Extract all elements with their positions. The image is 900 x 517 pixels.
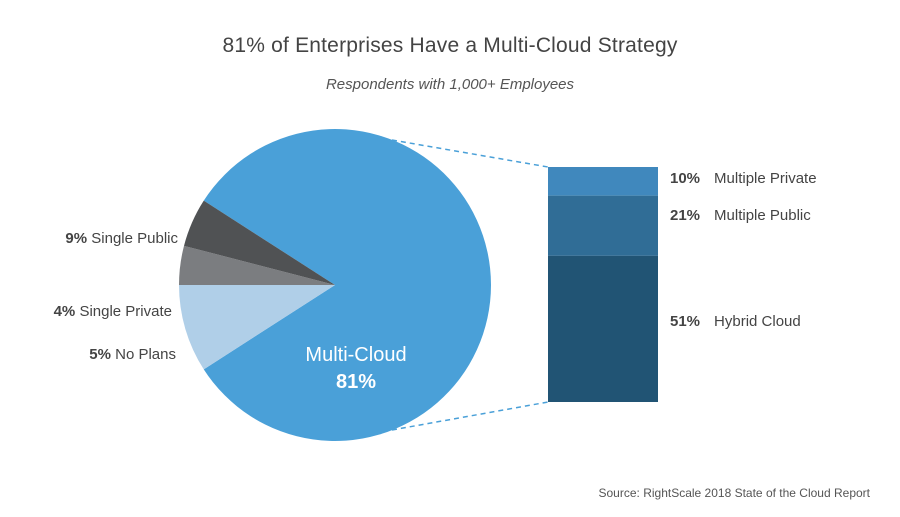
pie-label-multi-cloud-pct: 81% — [336, 371, 376, 393]
bar-label-multiple-private-name: Multiple Private — [714, 170, 817, 187]
pie-label-multi-cloud-name: Multi-Cloud — [305, 344, 406, 366]
bar-label-multiple-public-name: Multiple Public — [714, 207, 811, 224]
chart-subtitle: Respondents with 1,000+ Employees — [325, 76, 575, 93]
pie-label-single-private-name: Single Private — [79, 303, 172, 320]
pie-label-single-public-pct: 9% — [65, 230, 87, 247]
bar-label-multiple-private: 10% Multiple Private — [670, 170, 817, 187]
bar-label-multiple-public: 21% Multiple Public — [670, 207, 811, 224]
pie-slice-no-plans — [184, 200, 335, 285]
pie-label-single-private: 4% Single Private — [54, 303, 172, 320]
pie-label-single-public: 9% Single Public — [65, 230, 178, 247]
pie-slice-multi-cloud — [203, 129, 491, 442]
bar-label-hybrid-cloud: 51% Hybrid Cloud — [670, 313, 801, 330]
bar-label-multiple-private-pct: 10% — [670, 170, 700, 187]
bar-label-hybrid-cloud-pct: 51% — [670, 313, 700, 330]
pie-label-single-public-name: Single Public — [91, 230, 178, 247]
pie-label-single-private-pct: 4% — [54, 303, 76, 320]
bar-label-multiple-public-pct: 21% — [670, 207, 700, 224]
chart-title: 81% of Enterprises Have a Multi-Cloud St… — [222, 34, 678, 57]
pie-label-no-plans: 5% No Plans — [89, 346, 176, 363]
bar-label-hybrid-cloud-name: Hybrid Cloud — [714, 313, 801, 330]
pie-slice-single-public — [179, 285, 335, 370]
source-note: Source: RightScale 2018 State of the Clo… — [598, 486, 871, 500]
bar-segment-hybrid-cloud — [548, 255, 658, 402]
pie-label-no-plans-name: No Plans — [115, 346, 176, 363]
pie-label-no-plans-pct: 5% — [89, 346, 111, 363]
bar-segment-multiple-private — [548, 167, 658, 196]
pie-slice-single-private — [179, 245, 335, 285]
bar-segment-multiple-public — [548, 195, 658, 256]
